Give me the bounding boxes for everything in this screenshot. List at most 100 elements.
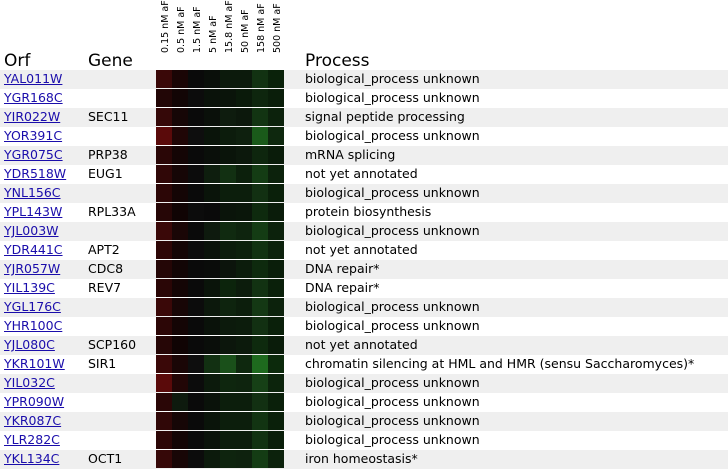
expression-heatmap-row xyxy=(156,241,284,259)
heatmap-cell xyxy=(268,336,284,354)
table-row: YPR090W biological_process unknown xyxy=(0,393,728,412)
table-row: YPL143W RPL33A protein biosynthesis xyxy=(0,203,728,222)
orf-link[interactable]: YIL032C xyxy=(4,375,55,390)
condition-label: 158 nM aF xyxy=(256,3,267,53)
heatmap-cell xyxy=(252,241,268,259)
orf-link[interactable]: YNL156C xyxy=(4,185,61,200)
orf-link[interactable]: YHR100C xyxy=(4,318,63,333)
expression-heatmap-row xyxy=(156,260,284,278)
condition-label: 1.5 nM aF xyxy=(192,6,203,53)
heatmap-cell xyxy=(188,412,204,430)
heatmap-cell xyxy=(156,374,172,392)
heatmap-cell xyxy=(172,450,188,468)
heatmap-cell xyxy=(220,431,236,449)
orf-link[interactable]: YOR391C xyxy=(4,128,63,143)
heatmap-cell xyxy=(268,165,284,183)
heatmap-cell xyxy=(172,89,188,107)
orf-link[interactable]: YKR101W xyxy=(4,356,65,371)
gene-name: SIR1 xyxy=(88,356,117,371)
process-text: biological_process unknown xyxy=(305,185,480,200)
orf-link[interactable]: YJL003W xyxy=(4,223,59,238)
heatmap-cell xyxy=(172,203,188,221)
heatmap-cell xyxy=(188,203,204,221)
table-row: YLR282C biological_process unknown xyxy=(0,431,728,450)
orf-link[interactable]: YIL139C xyxy=(4,280,55,295)
heatmap-cell xyxy=(236,165,252,183)
heatmap-cell xyxy=(204,450,220,468)
heatmap-cell xyxy=(220,203,236,221)
expression-heatmap-row xyxy=(156,374,284,392)
heatmap-cell xyxy=(172,184,188,202)
gene-name: PRP38 xyxy=(88,147,128,162)
table-row: YDR518W EUG1 not yet annotated xyxy=(0,165,728,184)
heatmap-cell xyxy=(236,450,252,468)
heatmap-cell xyxy=(204,374,220,392)
orf-link[interactable]: YJR057W xyxy=(4,261,61,276)
gene-name: SCP160 xyxy=(88,337,137,352)
condition-header: 0.5 nM aF xyxy=(175,0,188,66)
heatmap-cell xyxy=(156,146,172,164)
expression-heatmap-row xyxy=(156,279,284,297)
heatmap-cell xyxy=(204,222,220,240)
heatmap-cell xyxy=(220,222,236,240)
heatmap-cell xyxy=(188,431,204,449)
orf-link[interactable]: YKR087C xyxy=(4,413,62,428)
orf-link[interactable]: YPL143W xyxy=(4,204,63,219)
orf-link[interactable]: YPR090W xyxy=(4,394,65,409)
heatmap-cell xyxy=(204,127,220,145)
heatmap-cell xyxy=(204,393,220,411)
process-column-header: Process xyxy=(305,51,370,71)
gene-name: OCT1 xyxy=(88,451,123,466)
expression-heatmap-row xyxy=(156,146,284,164)
process-text: mRNA splicing xyxy=(305,147,396,162)
heatmap-cell xyxy=(188,298,204,316)
heatmap-cell xyxy=(220,108,236,126)
orf-link[interactable]: YGR168C xyxy=(4,90,63,105)
heatmap-cell xyxy=(268,146,284,164)
condition-header: 5 nM aF xyxy=(207,0,220,66)
expression-heatmap-row xyxy=(156,108,284,126)
heatmap-cell xyxy=(172,260,188,278)
gene-column-header: Gene xyxy=(88,51,133,71)
orf-link[interactable]: YDR518W xyxy=(4,166,67,181)
heatmap-cell xyxy=(188,127,204,145)
orf-link[interactable]: YJL080C xyxy=(4,337,55,352)
heatmap-cell xyxy=(204,298,220,316)
heatmap-cell xyxy=(268,374,284,392)
heatmap-cell xyxy=(252,260,268,278)
heatmap-cell xyxy=(252,412,268,430)
heatmap-cell xyxy=(156,317,172,335)
condition-label: 0.5 nM aF xyxy=(176,6,187,53)
heatmap-cell xyxy=(156,260,172,278)
table-row: YIL139C REV7 DNA repair* xyxy=(0,279,728,298)
orf-link[interactable]: YKL134C xyxy=(4,451,60,466)
gene-name: CDC8 xyxy=(88,261,124,276)
heatmap-cell xyxy=(268,70,284,88)
table-header: Orf Gene Process 0.15 nM aF 0.5 nM aF 1.5 … xyxy=(0,0,728,71)
orf-link[interactable]: YGR075C xyxy=(4,147,63,162)
orf-link[interactable]: YAL011W xyxy=(4,71,63,86)
heatmap-cell xyxy=(204,146,220,164)
heatmap-cell xyxy=(172,336,188,354)
heatmap-cell xyxy=(268,203,284,221)
table-row: YOR391C biological_process unknown xyxy=(0,127,728,146)
heatmap-cell xyxy=(268,108,284,126)
expression-heatmap-row xyxy=(156,412,284,430)
orf-link[interactable]: YIR022W xyxy=(4,109,61,124)
heatmap-cell xyxy=(236,222,252,240)
heatmap-cell xyxy=(236,393,252,411)
heatmap-cell xyxy=(204,108,220,126)
heatmap-cell xyxy=(236,355,252,373)
process-text: biological_process unknown xyxy=(305,71,480,86)
orf-link[interactable]: YLR282C xyxy=(4,432,60,447)
process-text: biological_process unknown xyxy=(305,90,480,105)
orf-link[interactable]: YDR441C xyxy=(4,242,63,257)
condition-label: 15.8 nM aF xyxy=(224,0,235,53)
heatmap-cell xyxy=(268,431,284,449)
heatmap-cell xyxy=(268,450,284,468)
gene-name: EUG1 xyxy=(88,166,123,181)
heatmap-cell xyxy=(188,165,204,183)
heatmap-cell xyxy=(204,355,220,373)
orf-link[interactable]: YGL176C xyxy=(4,299,61,314)
process-text: biological_process unknown xyxy=(305,318,480,333)
